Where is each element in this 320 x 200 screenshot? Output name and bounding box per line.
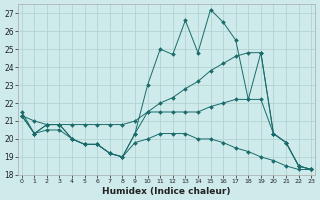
X-axis label: Humidex (Indice chaleur): Humidex (Indice chaleur) [102,187,231,196]
